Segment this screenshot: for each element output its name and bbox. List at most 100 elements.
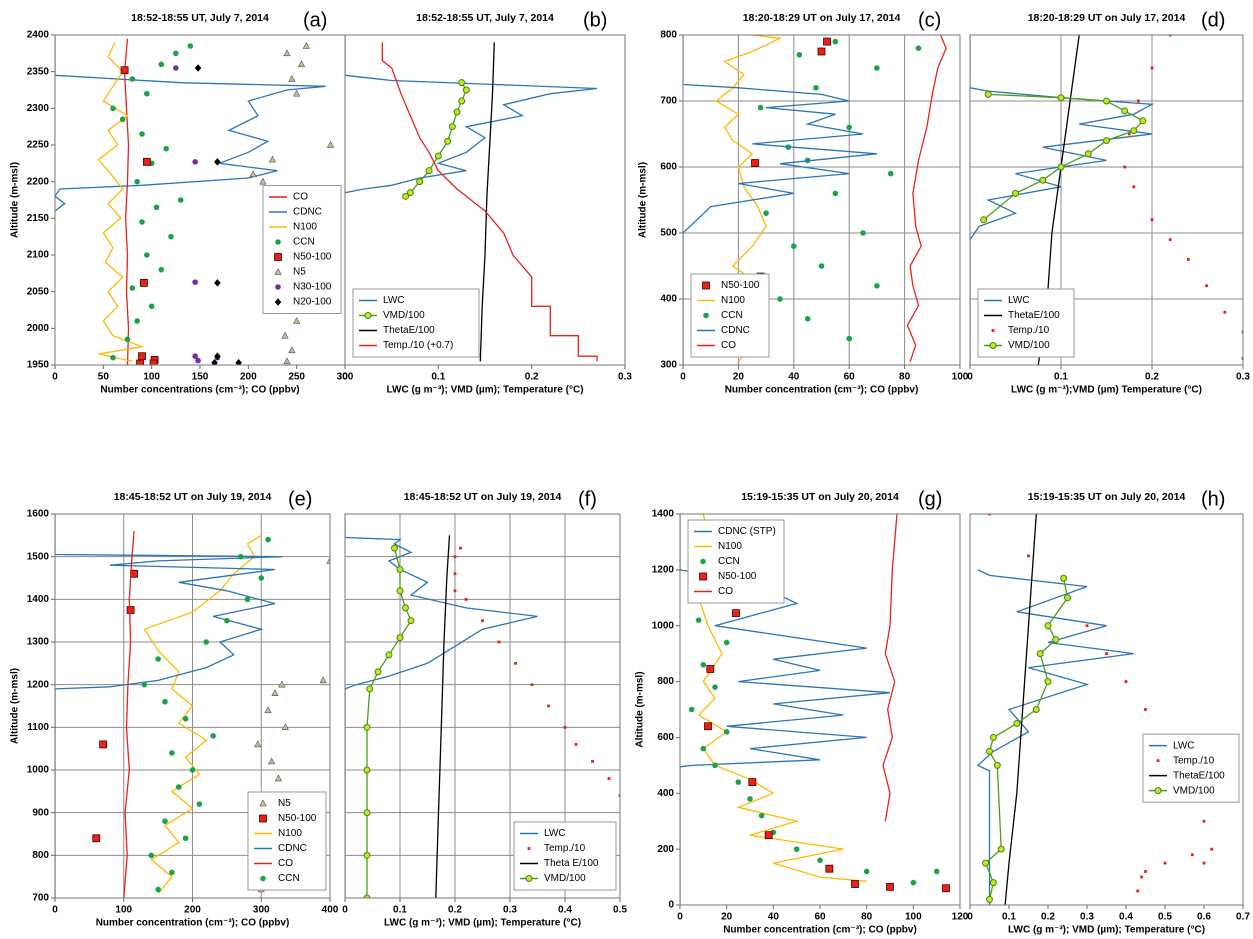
marker	[1057, 94, 1065, 102]
marker	[1103, 137, 1110, 145]
legend-swatch	[274, 298, 282, 306]
x-tick-label: 0	[342, 372, 348, 383]
marker	[267, 757, 276, 765]
series-line	[123, 531, 135, 898]
marker	[363, 766, 371, 774]
chart-title: 18:20-18:29 UT on July 17, 2014	[743, 12, 901, 24]
panel-label: (b)	[583, 9, 607, 31]
y-tick-label: 700	[32, 893, 49, 904]
legend-swatch	[259, 799, 267, 807]
marker	[254, 740, 262, 748]
marker	[1105, 652, 1108, 656]
marker	[915, 45, 922, 51]
marker	[832, 190, 839, 197]
marker	[319, 676, 327, 684]
chart-title: 18:45-18:52 UT on July 19, 2014	[404, 491, 562, 503]
legend-label: N100	[718, 541, 742, 552]
plot-frame	[344, 513, 621, 899]
series-line	[435, 535, 451, 898]
legend-label: N50-100	[278, 813, 317, 824]
marker	[1013, 719, 1021, 727]
x-tick-label: 150	[192, 372, 209, 383]
marker	[173, 50, 179, 57]
y-tick-label: 1950	[27, 360, 50, 371]
plot-frame	[679, 513, 961, 906]
marker	[278, 680, 286, 688]
x-axis-title: LWC (g m⁻³); VMD (µm); Temperature (°C)	[1008, 925, 1205, 936]
y-tick-label: 2250	[27, 140, 50, 151]
marker	[374, 668, 382, 676]
marker	[175, 784, 182, 790]
legend-label: Temp./10	[544, 843, 586, 854]
marker	[514, 661, 517, 665]
x-tick-label: 20	[733, 372, 745, 383]
legend-swatch	[260, 875, 266, 882]
legend-swatch	[989, 342, 997, 349]
marker	[1210, 847, 1214, 851]
panel: 0 20 40 60 80 100 1200200400600800100012001400…	[635, 488, 969, 935]
series-line	[345, 35, 598, 194]
x-tick-label: 0.1	[1002, 912, 1016, 923]
series-line	[906, 35, 947, 362]
x-tick-label: 40	[768, 912, 780, 923]
x-tick-label: 300	[337, 372, 354, 383]
marker	[481, 619, 484, 623]
legend: LWC VMD/100 ThetaE/100 Temp./10 (+0.7)	[352, 288, 480, 358]
legend-swatch	[259, 814, 267, 823]
y-tick-label: 500	[660, 228, 677, 239]
x-axis-title: Number concentration (cm⁻³); CO (ppbv)	[723, 925, 917, 936]
legend-label: N5	[293, 267, 306, 278]
chart-title: 18:45-18:52 UT on July 19, 2014	[114, 491, 272, 503]
legend-swatch	[525, 875, 533, 882]
marker	[363, 851, 371, 859]
y-tick-label: 1200	[27, 679, 50, 690]
y-axis-title: Altitude (m-msl)	[10, 162, 21, 238]
y-tick-label: 2400	[27, 30, 50, 41]
x-tick-label: 0	[342, 905, 348, 916]
marker	[818, 263, 825, 269]
panel-label: (c)	[918, 9, 941, 31]
x-tick-label: 0	[967, 912, 973, 923]
legend-label: CCN	[293, 237, 315, 248]
series-group	[55, 514, 330, 898]
marker	[169, 750, 175, 756]
marker	[366, 685, 374, 693]
x-tick-label: 0.4	[1119, 912, 1133, 923]
marker	[134, 178, 140, 185]
marker	[144, 252, 150, 258]
panel-label: (d)	[1201, 9, 1225, 31]
x-tick-label: 100	[905, 912, 922, 923]
series-line	[55, 35, 326, 212]
marker	[984, 90, 992, 98]
marker	[214, 352, 221, 360]
x-axis-title: LWC (g m⁻³); VMD (µm); Temperature (°C)	[384, 918, 581, 929]
marker	[723, 639, 730, 646]
marker	[712, 684, 718, 690]
marker	[863, 868, 870, 875]
marker	[1084, 150, 1092, 158]
marker	[119, 116, 126, 123]
marker	[851, 880, 859, 888]
legend-label: Temp./10	[1173, 755, 1215, 766]
legend: N5 N50-100 N100 CDNC CO CCN	[247, 791, 327, 891]
y-tick-label: 1000	[652, 620, 675, 631]
marker	[748, 778, 757, 787]
marker	[1190, 853, 1194, 857]
x-axis-title: LWC (g m⁻³);VMD (µm) Temperature (°C)	[1011, 385, 1202, 396]
legend-swatch	[700, 558, 706, 565]
marker	[149, 359, 158, 365]
y-tick-label: 1500	[27, 551, 50, 562]
marker	[283, 49, 291, 57]
y-tick-label: 2150	[27, 213, 50, 224]
marker	[700, 662, 707, 668]
marker	[153, 204, 160, 211]
legend-swatch	[703, 312, 709, 319]
legend-label: LWC	[544, 828, 565, 839]
marker	[1150, 66, 1154, 70]
x-tick-label: 0.3	[503, 905, 517, 916]
marker	[363, 894, 371, 898]
marker	[1027, 554, 1030, 558]
plot-frame	[969, 513, 1244, 906]
marker	[1044, 678, 1052, 686]
series-line	[381, 42, 598, 362]
